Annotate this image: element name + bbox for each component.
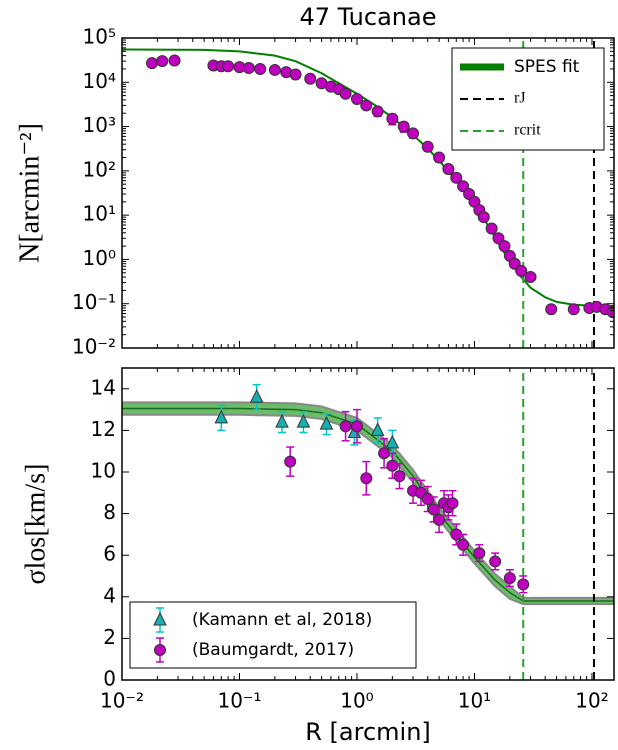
y-tick-label: 8 <box>103 500 116 524</box>
point <box>492 232 505 245</box>
point <box>339 420 352 433</box>
x-axis-label: R [arcmin] <box>305 718 431 746</box>
point <box>489 555 502 568</box>
y-axis-label: σlos[km/s] <box>20 464 51 585</box>
y-tick-label: 10² <box>83 157 116 181</box>
point <box>378 447 391 460</box>
point <box>567 303 580 316</box>
point <box>450 171 463 184</box>
point <box>370 422 385 436</box>
x-tick-label: 10⁰ <box>340 689 373 713</box>
point <box>350 420 363 433</box>
fit-band-edge <box>122 401 614 599</box>
x-tick-label: 10² <box>575 689 608 713</box>
axes-frame <box>121 37 615 349</box>
point <box>421 140 434 153</box>
y-tick-label: 6 <box>103 542 116 566</box>
legend-label: (Baumgardt, 2017) <box>192 640 354 660</box>
y-tick-label: 12 <box>91 417 116 441</box>
point <box>304 72 317 85</box>
y-tick-label: 10⁻² <box>72 335 116 359</box>
point <box>397 120 410 133</box>
x-tick-label: 10⁻¹ <box>217 689 261 713</box>
point <box>168 54 181 67</box>
point <box>268 63 281 76</box>
axes-frame <box>121 367 615 681</box>
point <box>477 211 490 224</box>
y-tick-label: 10 <box>91 459 116 483</box>
plot-area <box>122 368 614 680</box>
chart-title: 47 Tucanae <box>300 3 437 31</box>
point <box>457 180 470 193</box>
point <box>154 644 166 656</box>
point <box>371 105 384 118</box>
point <box>473 547 486 560</box>
point <box>427 503 440 516</box>
y-tick-label: 10⁵ <box>83 25 116 49</box>
point <box>145 57 158 70</box>
point <box>386 459 399 472</box>
point <box>407 127 420 140</box>
point <box>153 611 167 626</box>
point <box>242 62 255 75</box>
legend-label: rcrit <box>514 122 541 139</box>
y-tick-label: 10¹ <box>83 202 116 226</box>
point <box>393 470 406 483</box>
point <box>284 455 297 468</box>
point <box>254 62 267 75</box>
point <box>442 163 455 176</box>
x-tick-label: 10¹ <box>458 689 491 713</box>
y-tick-label: 14 <box>91 375 116 399</box>
point <box>446 497 459 510</box>
point <box>385 434 400 449</box>
point <box>249 389 264 403</box>
point <box>275 413 289 428</box>
plot-area <box>122 38 614 348</box>
point <box>524 271 537 284</box>
point <box>433 151 446 164</box>
point <box>214 409 229 424</box>
point <box>289 68 302 81</box>
point <box>386 112 399 125</box>
legend-label: SPES fit <box>514 57 580 77</box>
legend-box <box>129 601 417 669</box>
point <box>339 87 352 100</box>
point <box>222 60 235 73</box>
y-tick-label: 4 <box>103 583 116 607</box>
y-tick-label: 0 <box>103 667 116 691</box>
point <box>360 472 373 485</box>
point <box>517 578 530 591</box>
legend-label: (Kamann et al, 2018) <box>192 610 372 630</box>
point <box>515 264 528 277</box>
point <box>360 99 373 112</box>
fit-band-edge <box>122 413 614 606</box>
y-tick-label: 10³ <box>83 113 116 137</box>
point <box>156 55 169 68</box>
y-tick-label: 10⁻¹ <box>72 290 116 314</box>
point <box>498 240 511 253</box>
point <box>545 303 558 316</box>
x-tick-label: 10⁻² <box>100 689 144 713</box>
point <box>485 222 498 235</box>
point <box>350 92 363 105</box>
point <box>319 416 334 430</box>
point <box>296 413 311 428</box>
y-tick-label: 10⁰ <box>83 246 116 270</box>
y-axis-label: N[arcmin⁻²] <box>14 123 45 263</box>
point <box>503 572 516 585</box>
y-tick-label: 2 <box>103 625 116 649</box>
point <box>421 493 434 506</box>
y-tick-label: 10⁴ <box>83 69 116 93</box>
legend-label: rJ <box>514 90 526 107</box>
point <box>457 538 470 551</box>
